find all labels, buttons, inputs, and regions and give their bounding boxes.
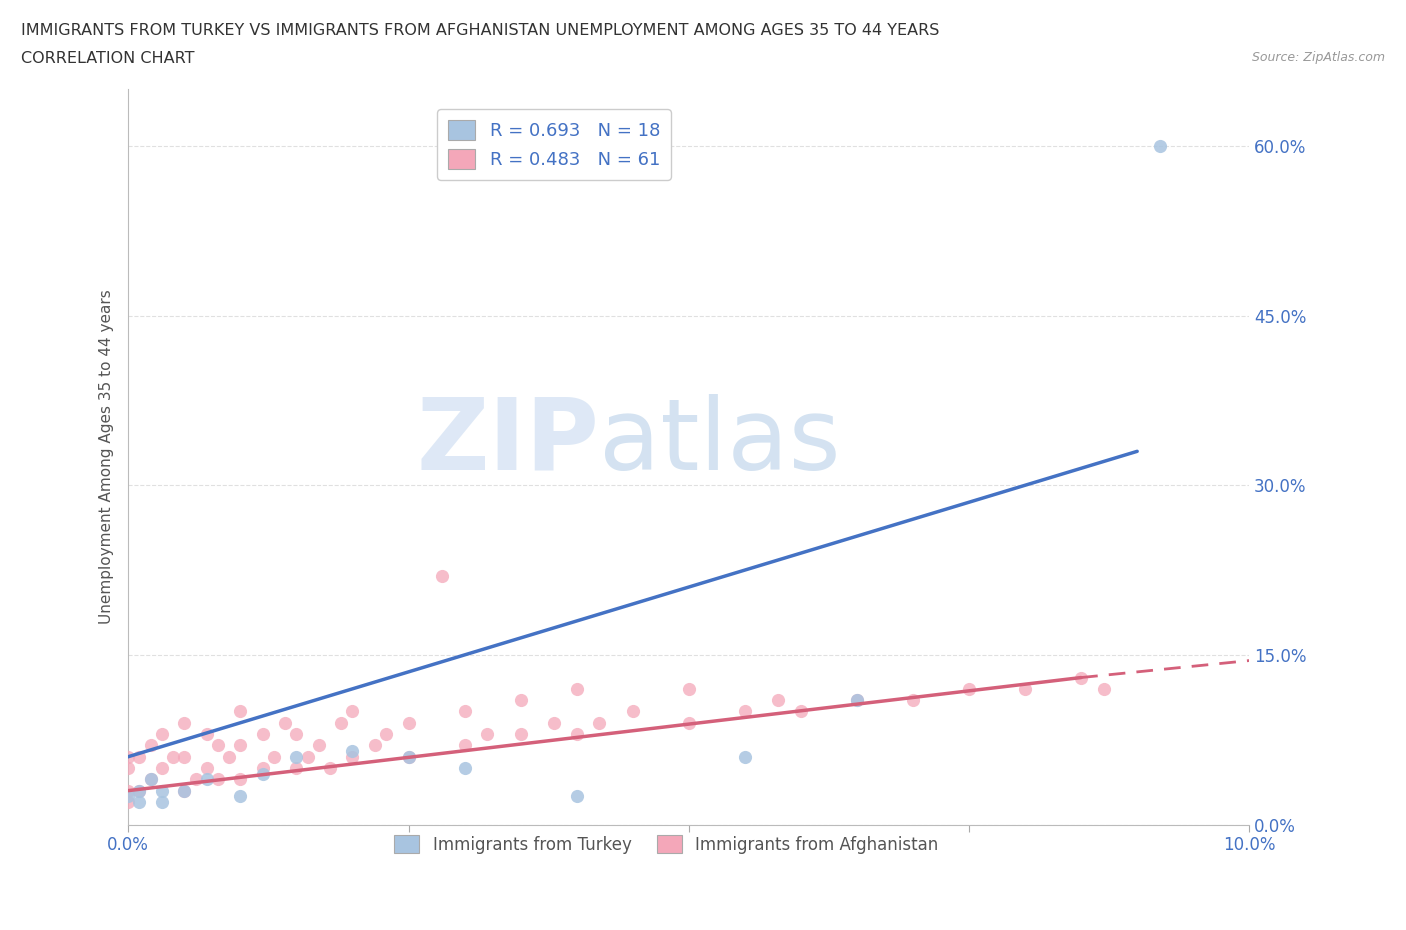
Point: [330, 715, 353, 730]
Point: [150, 761, 173, 776]
Point: [162, 750, 184, 764]
Point: [229, 772, 252, 787]
Point: [173, 783, 195, 798]
Point: [398, 715, 420, 730]
Point: [901, 693, 924, 708]
Point: [128, 794, 150, 809]
Point: [509, 726, 531, 741]
Point: [734, 704, 756, 719]
Point: [678, 682, 700, 697]
Point: [845, 693, 868, 708]
Point: [364, 738, 387, 753]
Point: [252, 766, 274, 781]
Point: [342, 744, 364, 759]
Point: [229, 738, 252, 753]
Point: [621, 704, 644, 719]
Point: [342, 750, 364, 764]
Point: [252, 761, 274, 776]
Point: [375, 726, 398, 741]
Point: [229, 704, 252, 719]
Point: [173, 715, 195, 730]
Point: [734, 750, 756, 764]
Point: [184, 772, 207, 787]
Point: [1014, 682, 1036, 697]
Point: [128, 783, 150, 798]
Point: [768, 693, 790, 708]
Point: [150, 783, 173, 798]
Point: [263, 750, 285, 764]
Point: [207, 772, 229, 787]
Point: [117, 783, 139, 798]
Point: [565, 789, 588, 804]
Point: [790, 704, 813, 719]
Point: [128, 783, 150, 798]
Point: [139, 738, 162, 753]
Point: [173, 783, 195, 798]
Point: [565, 682, 588, 697]
Point: [957, 682, 980, 697]
Point: [398, 750, 420, 764]
Text: atlas: atlas: [599, 393, 841, 491]
Text: Source: ZipAtlas.com: Source: ZipAtlas.com: [1251, 51, 1385, 64]
Point: [117, 789, 139, 804]
Point: [453, 761, 475, 776]
Point: [430, 568, 453, 583]
Text: ZIP: ZIP: [416, 393, 599, 491]
Point: [453, 738, 475, 753]
Point: [117, 761, 139, 776]
Point: [195, 761, 218, 776]
Point: [139, 772, 162, 787]
Point: [678, 715, 700, 730]
Point: [128, 750, 150, 764]
Y-axis label: Unemployment Among Ages 35 to 44 years: Unemployment Among Ages 35 to 44 years: [100, 289, 114, 624]
Point: [195, 726, 218, 741]
Legend: Immigrants from Turkey, Immigrants from Afghanistan: Immigrants from Turkey, Immigrants from …: [388, 829, 945, 860]
Point: [218, 750, 240, 764]
Point: [453, 704, 475, 719]
Point: [285, 750, 308, 764]
Point: [342, 704, 364, 719]
Point: [139, 772, 162, 787]
Point: [117, 794, 139, 809]
Point: [285, 761, 308, 776]
Point: [588, 715, 610, 730]
Point: [173, 750, 195, 764]
Point: [195, 772, 218, 787]
Point: [845, 693, 868, 708]
Point: [150, 726, 173, 741]
Point: [475, 726, 498, 741]
Point: [207, 738, 229, 753]
Point: [150, 794, 173, 809]
Text: CORRELATION CHART: CORRELATION CHART: [21, 51, 194, 66]
Point: [398, 750, 420, 764]
Point: [1092, 682, 1115, 697]
Point: [297, 750, 319, 764]
Point: [308, 738, 330, 753]
Point: [252, 726, 274, 741]
Point: [543, 715, 565, 730]
Text: IMMIGRANTS FROM TURKEY VS IMMIGRANTS FROM AFGHANISTAN UNEMPLOYMENT AMONG AGES 35: IMMIGRANTS FROM TURKEY VS IMMIGRANTS FRO…: [21, 23, 939, 38]
Point: [117, 750, 139, 764]
Point: [285, 726, 308, 741]
Point: [1149, 139, 1171, 153]
Point: [319, 761, 342, 776]
Point: [229, 789, 252, 804]
Point: [1070, 671, 1092, 685]
Point: [274, 715, 297, 730]
Point: [509, 693, 531, 708]
Point: [565, 726, 588, 741]
